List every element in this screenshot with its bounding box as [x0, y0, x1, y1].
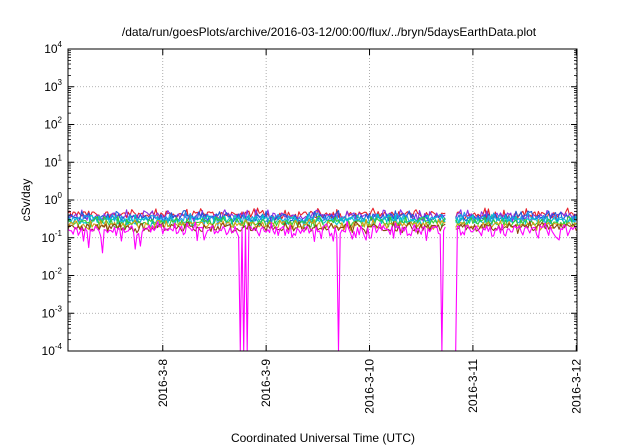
y-tick-label: 100 — [44, 191, 62, 207]
x-tick-label: 2016-3-12 — [569, 359, 583, 414]
series-line — [67, 220, 577, 352]
series-lines — [67, 207, 577, 352]
grid-lines — [68, 49, 577, 351]
y-tick-label: 102 — [44, 116, 62, 132]
y-axis-label: cSv/day — [19, 179, 33, 222]
x-axis-ticks: 2016-3-8 2016-3-9 2016-3-10 2016-3-11 2016-3… — [156, 49, 583, 414]
y-axis-ticks: 10-4 10-3 10-2 10-1 100 101 102 103 104 — [42, 40, 577, 358]
chart-title: /data/run/goesPlots/archive/2016-03-12/0… — [122, 25, 537, 39]
y-tick-label: 10-1 — [42, 229, 63, 245]
x-tick-label: 2016-3-10 — [363, 359, 377, 414]
y-tick-label: 10-2 — [42, 267, 63, 283]
y-tick-label: 104 — [44, 40, 62, 56]
y-tick-label: 10-4 — [42, 342, 63, 358]
series-line — [67, 220, 577, 235]
x-axis-label: Coordinated Universal Time (UTC) — [231, 431, 415, 445]
x-tick-label: 2016-3-8 — [156, 359, 170, 407]
y-tick-label: 101 — [44, 153, 62, 169]
x-tick-label: 2016-3-11 — [466, 359, 480, 413]
x-tick-label: 2016-3-9 — [259, 359, 273, 407]
y-tick-label: 10-3 — [42, 304, 63, 320]
y-tick-label: 103 — [44, 78, 62, 94]
